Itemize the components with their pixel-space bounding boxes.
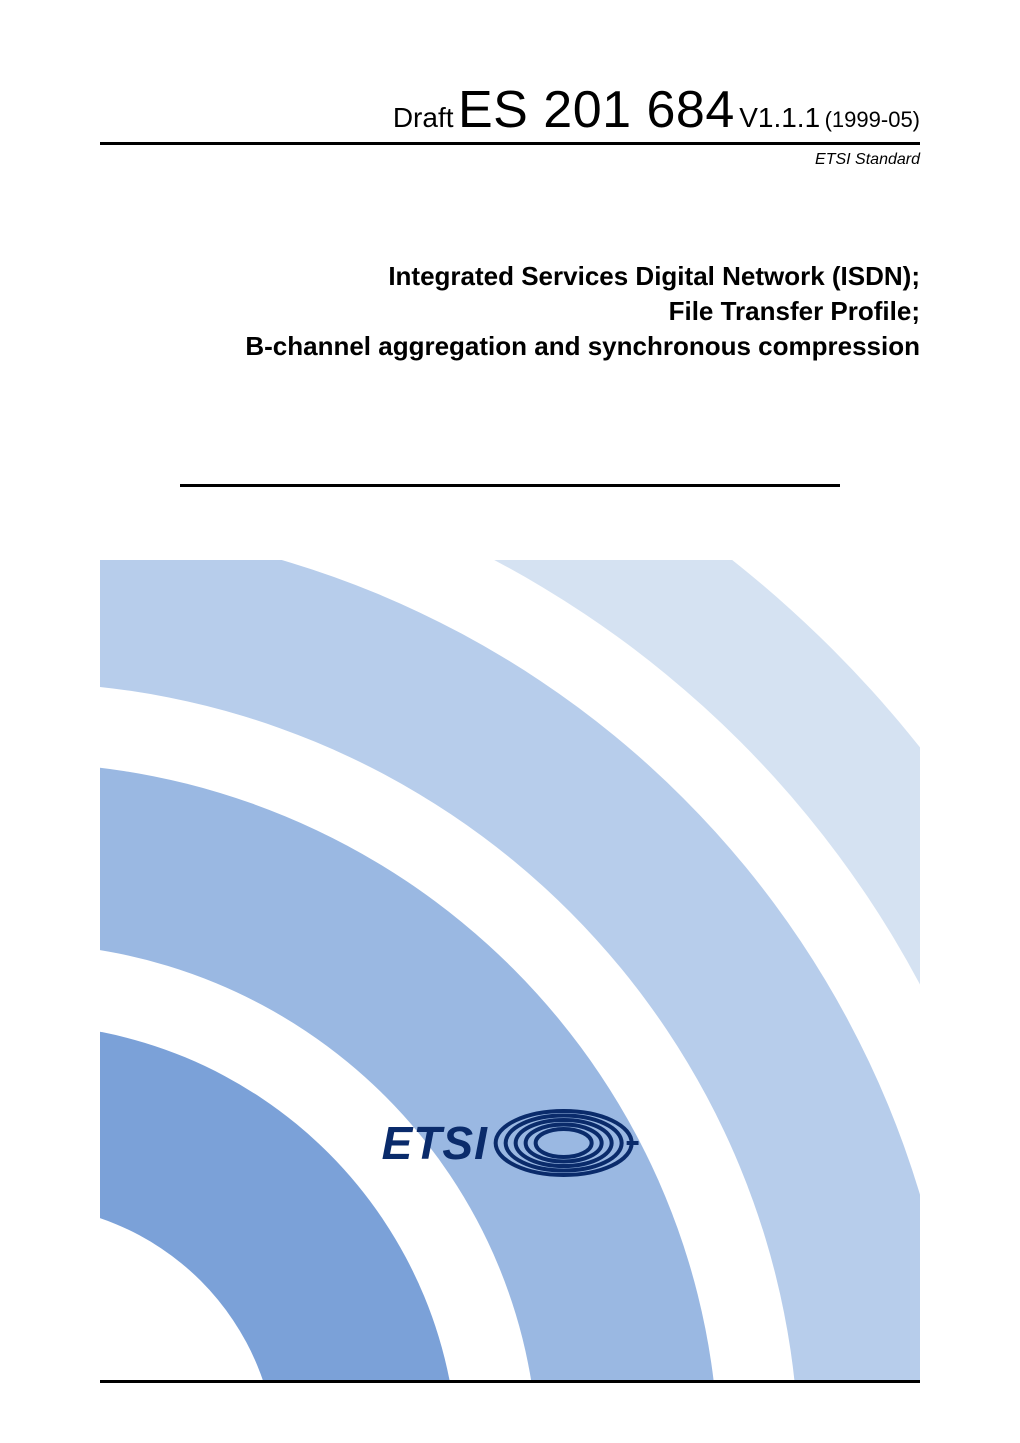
etsi-logo: ETSI — [382, 1103, 639, 1183]
footer-rule — [100, 1380, 920, 1383]
document-cover-page: Draft ES 201 684 V1.1.1 (1999-05) ETSI S… — [0, 0, 1020, 1443]
header-block: Draft ES 201 684 V1.1.1 (1999-05) — [100, 80, 920, 145]
title-line-2: File Transfer Profile; — [100, 294, 920, 329]
doc-date: (1999-05) — [825, 107, 920, 132]
etsi-logo-ellipse-icon — [488, 1103, 638, 1183]
title-line-3: B-channel aggregation and synchronous co… — [100, 329, 920, 364]
doc-number: ES 201 684 — [458, 81, 735, 139]
standard-type-label: ETSI Standard — [100, 151, 920, 169]
draft-prefix: Draft — [393, 102, 454, 133]
title-line-1: Integrated Services Digital Network (ISD… — [100, 259, 920, 294]
etsi-logo-text: ETSI — [382, 1116, 488, 1170]
doc-number-line: Draft ES 201 684 V1.1.1 (1999-05) — [100, 80, 920, 140]
arc-graphic-svg — [100, 560, 920, 1383]
doc-version: V1.1.1 — [739, 102, 820, 133]
cover-graphic — [100, 560, 920, 1383]
document-title: Integrated Services Digital Network (ISD… — [100, 259, 920, 364]
title-separator-rule — [180, 484, 840, 487]
